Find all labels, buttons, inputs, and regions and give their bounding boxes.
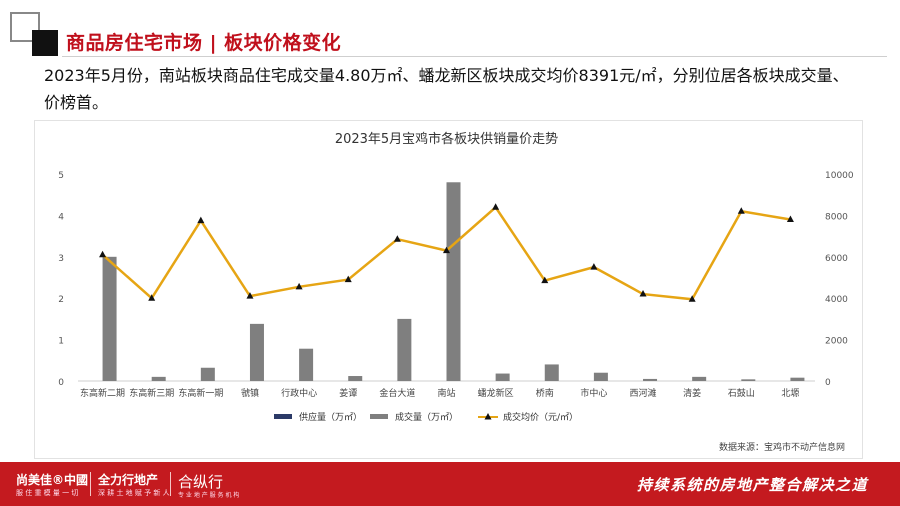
price-marker xyxy=(295,282,303,290)
bar-transaction-volume xyxy=(200,367,215,381)
price-marker xyxy=(786,215,794,223)
price-marker xyxy=(737,207,745,214)
y-right-tick-label: 8000 xyxy=(825,212,848,222)
y-left-tick-label: 5 xyxy=(58,171,64,181)
footer-slogan: 持续系统的房地产整合解决之道 xyxy=(636,476,868,494)
x-tick-label: 石鼓山 xyxy=(728,387,755,399)
x-tick-label: 东高新二期 xyxy=(80,387,125,399)
legend-label: 成交量（万㎡） xyxy=(395,411,458,423)
legend-marker xyxy=(484,413,492,420)
x-tick-label: 虢镇 xyxy=(241,387,259,399)
price-marker xyxy=(688,295,696,302)
x-tick-label: 东高新一期 xyxy=(178,387,223,399)
footer-divider xyxy=(90,472,91,496)
header-bar: 商品房住宅市场 | 板块价格变化 xyxy=(0,0,900,62)
price-marker xyxy=(541,276,549,284)
price-marker xyxy=(590,263,598,270)
bar-transaction-volume xyxy=(593,372,608,381)
price-marker xyxy=(197,216,205,224)
bar-transaction-volume xyxy=(495,373,510,381)
y-left-tick-label: 1 xyxy=(58,337,64,347)
bar-transaction-volume xyxy=(692,376,707,381)
bar-transaction-volume xyxy=(299,348,314,381)
x-tick-label: 西河滩 xyxy=(630,387,657,399)
y-right-tick-label: 2000 xyxy=(825,337,848,347)
y-left-tick-label: 2 xyxy=(58,295,64,305)
legend-label: 供应量（万㎡） xyxy=(299,411,362,423)
footer-logo-hezongxing-sub: 专 业 地 产 服 务 机 构 xyxy=(178,492,240,499)
x-tick-label: 市中心 xyxy=(580,387,607,399)
footer-logo-quanlixing-sub: 深 耕 土 地 赋 予 新 人 xyxy=(98,489,170,497)
footer-logo-hezongxing: 合纵行 xyxy=(178,473,224,491)
bar-transaction-volume xyxy=(348,376,363,381)
y-left-tick-label: 0 xyxy=(58,378,64,388)
legend-label: 成交均价（元/㎡） xyxy=(503,411,578,423)
price-marker xyxy=(639,290,647,297)
price-marker xyxy=(492,203,500,210)
footer-logo-quanlixing: 全力行地产 xyxy=(98,473,159,487)
y-right-tick-label: 0 xyxy=(825,378,831,388)
bar-transaction-volume xyxy=(446,182,461,381)
data-source: 数据来源：宝鸡市不动产信息网 xyxy=(719,441,845,453)
bar-transaction-volume xyxy=(249,323,264,381)
x-tick-label: 金台大道 xyxy=(379,387,415,399)
intro-paragraph: 2023年5月份，南站板块商品住宅成交量4.80万㎡、蟠龙新区板块成交均价839… xyxy=(44,66,849,112)
header-square-outline-icon xyxy=(10,12,40,42)
chart-title: 2023年5月宝鸡市各板块供销量价走势 xyxy=(335,131,558,147)
footer-bar: 尚美佳®中國 服 住 重 模 量 一 切 全力行地产 深 耕 土 地 赋 予 新… xyxy=(0,462,900,506)
x-tick-label: 东高新三期 xyxy=(129,387,174,399)
x-tick-label: 北塬 xyxy=(781,388,799,399)
footer-divider xyxy=(170,472,171,496)
price-marker xyxy=(99,250,107,258)
legend-swatch xyxy=(370,414,388,419)
bar-transaction-volume xyxy=(151,376,166,381)
y-right-tick-label: 4000 xyxy=(825,295,848,305)
x-tick-label: 桥南 xyxy=(536,387,554,399)
header-divider xyxy=(62,56,887,57)
bar-transaction-volume xyxy=(790,377,805,381)
bar-transaction-volume xyxy=(397,318,412,381)
y-right-tick-label: 6000 xyxy=(825,254,848,264)
footer-logo-shangmeijia-sub: 服 住 重 模 量 一 切 xyxy=(16,489,79,497)
price-marker xyxy=(443,246,450,254)
price-marker xyxy=(148,294,156,301)
bar-transaction-volume xyxy=(643,378,658,381)
bar-transaction-volume xyxy=(544,364,559,381)
x-tick-label: 蟠龙新区 xyxy=(478,387,514,399)
bar-transaction-volume xyxy=(741,379,756,381)
legend-swatch xyxy=(274,414,292,419)
footer-logo-shangmeijia: 尚美佳®中國 xyxy=(16,473,89,487)
y-right-tick-label: 10000 xyxy=(825,171,854,181)
price-marker xyxy=(393,235,401,242)
y-left-tick-label: 4 xyxy=(58,212,64,222)
header-square-fill-icon xyxy=(32,30,58,56)
x-tick-label: 姜谭 xyxy=(339,387,357,399)
page-title: 商品房住宅市场 | 板块价格变化 xyxy=(66,32,342,54)
bar-transaction-volume xyxy=(102,256,117,381)
price-marker xyxy=(246,292,254,299)
chart-svg: 2023年5月宝鸡市各板块供销量价走势 0 1 2 3 4 5 0 2000 4000 6000 80… xyxy=(58,131,854,453)
price-marker xyxy=(344,275,352,283)
chart-panel: 2023年5月宝鸡市各板块供销量价走势 0 1 2 3 4 5 0 2000 4000 6000 80… xyxy=(34,120,863,459)
y-left-tick-label: 3 xyxy=(58,254,64,264)
x-tick-label: 南站 xyxy=(437,387,455,399)
x-tick-label: 行政中心 xyxy=(281,387,317,399)
x-tick-label: 清姜 xyxy=(683,387,701,399)
